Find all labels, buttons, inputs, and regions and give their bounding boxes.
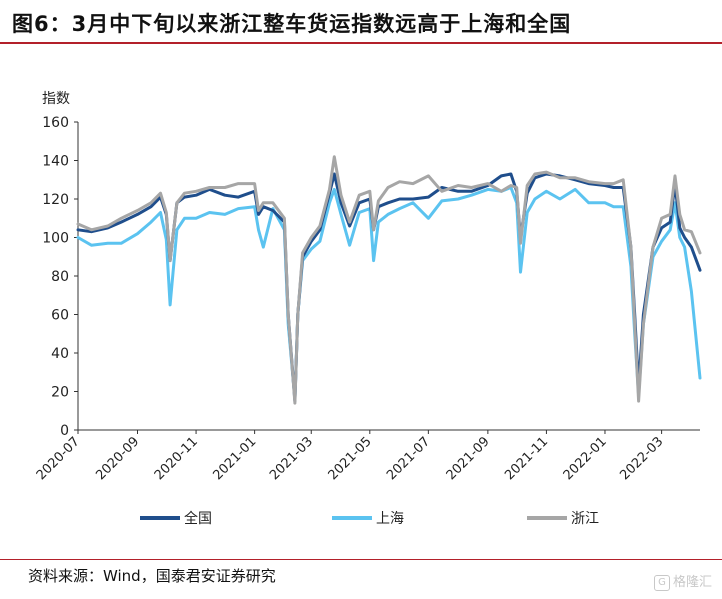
y-tick-label: 40 <box>51 346 69 362</box>
y-tick-label: 60 <box>51 308 69 324</box>
y-tick-label: 120 <box>42 192 69 208</box>
legend-label: 全国 <box>184 510 212 527</box>
x-tick-label: 2021-07 <box>384 434 433 483</box>
watermark: G 格隆汇 <box>653 571 712 591</box>
top-rule <box>0 42 722 44</box>
y-tick-label: 100 <box>42 231 69 247</box>
watermark-logo-icon: G <box>653 574 670 591</box>
y-tick-label: 160 <box>42 115 69 131</box>
x-tick-label: 2020-11 <box>152 434 201 483</box>
x-tick-label: 2021-05 <box>326 434 375 483</box>
legend-label: 上海 <box>376 511 404 527</box>
watermark-text: 格隆汇 <box>672 575 712 590</box>
series-line-上海 <box>76 186 702 401</box>
y-tick-label: 20 <box>51 385 69 401</box>
x-tick-label: 2020-09 <box>93 434 142 483</box>
x-tick-label: 2021-11 <box>502 434 551 483</box>
x-tick-label: 2021-01 <box>210 434 259 483</box>
y-tick-label: 0 <box>60 423 69 439</box>
x-tick-label: 2021-03 <box>267 434 316 483</box>
legend: 全国 上海 浙江 <box>140 510 599 527</box>
series-lines <box>76 155 702 405</box>
x-tick-label: 2022-01 <box>561 434 610 483</box>
y-tick-label: 140 <box>42 154 69 170</box>
y-axis-label: 指数 <box>42 91 70 107</box>
legend-label: 浙江 <box>571 511 599 527</box>
y-tick-label: 80 <box>51 269 69 285</box>
x-tick-label: 2022-03 <box>617 434 666 483</box>
x-tick-label: 2021-09 <box>444 434 493 483</box>
source-note: 资料来源：Wind，国泰君安证券研究 <box>28 567 276 585</box>
series-line-浙江 <box>76 155 702 405</box>
chart-title: 图6：3月中下旬以来浙江整车货运指数远高于上海和全国 <box>12 12 572 36</box>
x-tick-label: 2020-07 <box>34 434 83 483</box>
bottom-rule <box>0 559 722 560</box>
